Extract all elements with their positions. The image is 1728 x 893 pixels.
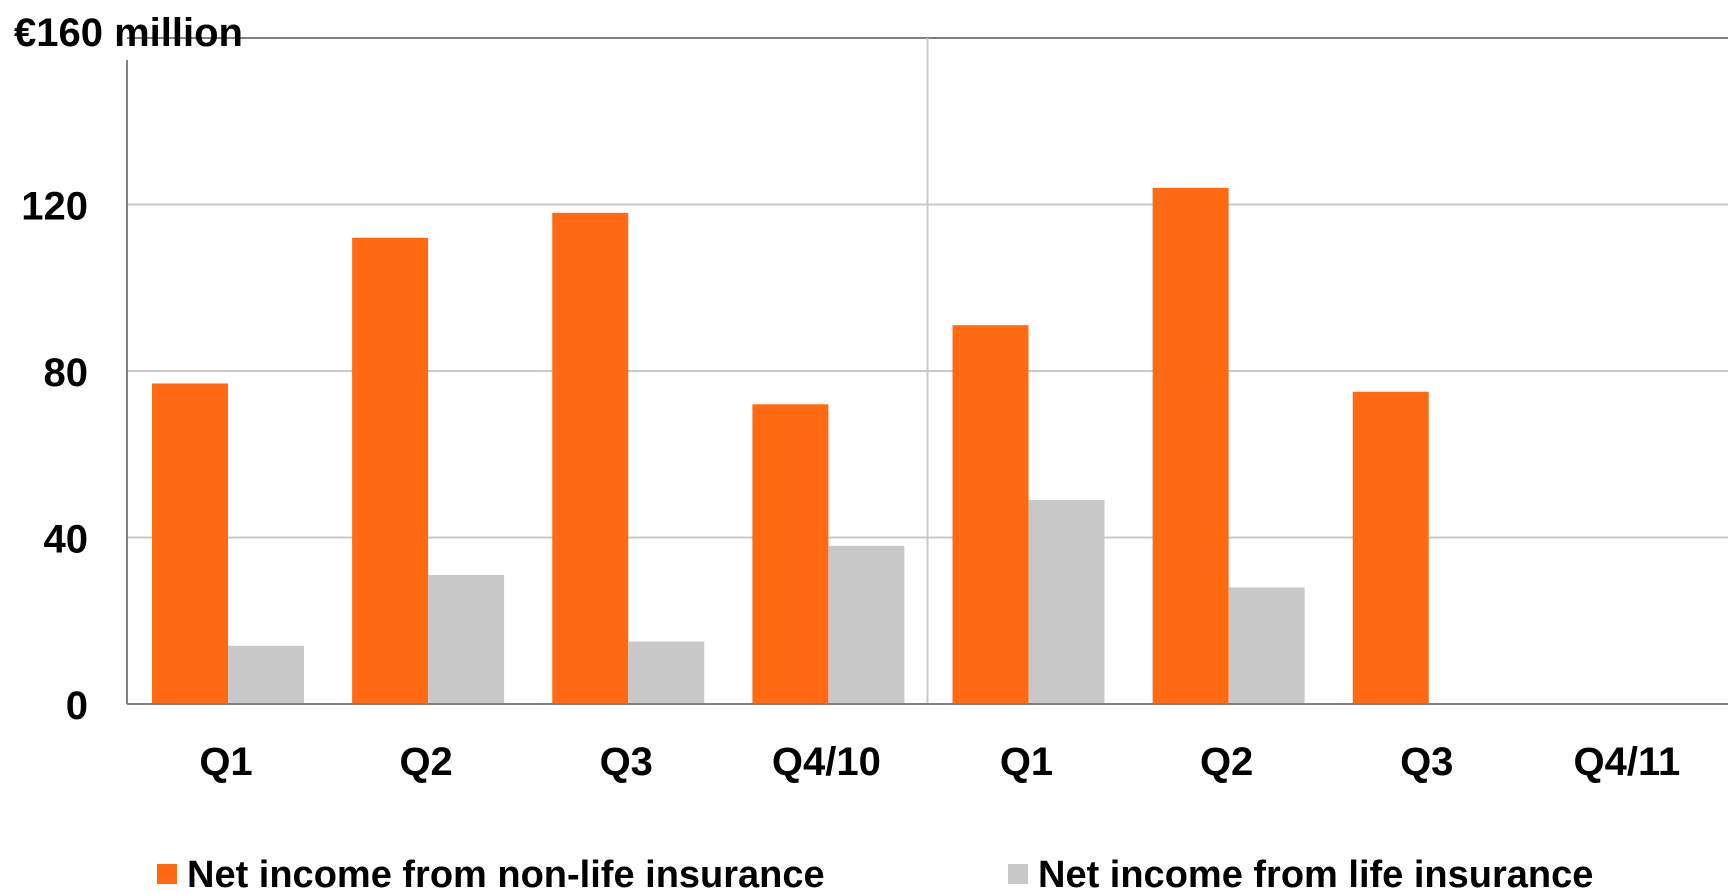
- legend-label: Net income from life insurance: [1038, 854, 1593, 893]
- axes: [126, 37, 1728, 705]
- bar-non-life: [552, 212, 629, 704]
- bar-non-life: [1352, 391, 1429, 704]
- x-tick-label: Q2: [399, 740, 452, 784]
- x-tick-label: Q1: [1000, 740, 1053, 784]
- legend-swatch: [1008, 864, 1028, 884]
- bar-life: [628, 641, 705, 704]
- bar-non-life: [752, 404, 829, 704]
- y-tick-label: 80: [44, 351, 89, 395]
- x-tick-label: Q4/10: [772, 740, 881, 784]
- bar-life: [228, 645, 304, 704]
- x-tick-label: Q3: [600, 740, 653, 784]
- legend: Net income from non-life insurance Net in…: [157, 854, 1593, 893]
- bar-life: [828, 545, 905, 704]
- bar-non-life: [352, 237, 429, 705]
- bar-life: [428, 574, 505, 704]
- y-axis-unit-label: €160 million: [14, 11, 243, 55]
- bar-non-life: [152, 383, 228, 704]
- y-tick-label: 0: [66, 684, 88, 728]
- bar-life: [1028, 500, 1105, 704]
- x-tick-label: Q1: [199, 740, 252, 784]
- x-tick-labels: Q1 Q2 Q3 Q4/10 Q1 Q2 Q3 Q4/11: [199, 740, 1680, 784]
- bar-life: [1228, 587, 1305, 704]
- bar-non-life: [952, 325, 1029, 704]
- x-tick-label: Q3: [1400, 740, 1453, 784]
- legend-label: Net income from non-life insurance: [187, 854, 825, 893]
- y-tick-labels: 0 40 80 120: [21, 185, 88, 729]
- y-tick-label: 40: [44, 518, 89, 562]
- x-tick-label: Q4/11: [1573, 740, 1680, 784]
- x-tick-label: Q2: [1200, 740, 1253, 784]
- legend-swatch: [157, 864, 177, 884]
- bars: [152, 187, 1429, 705]
- y-tick-label: 120: [21, 185, 88, 229]
- bar-non-life: [1152, 187, 1229, 705]
